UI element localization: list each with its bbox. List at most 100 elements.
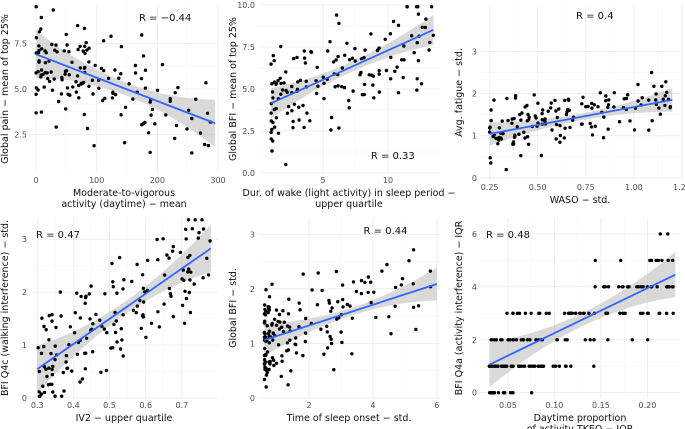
data-point — [188, 310, 193, 315]
data-point — [121, 287, 125, 291]
data-point — [336, 300, 340, 304]
data-point — [550, 128, 554, 132]
data-point — [286, 348, 291, 352]
data-point — [171, 244, 175, 249]
data-point — [294, 342, 298, 347]
x-tick-label: 1.25 — [673, 183, 685, 192]
data-point — [42, 85, 46, 89]
data-point — [606, 103, 611, 107]
data-point — [329, 337, 333, 341]
data-point — [156, 258, 160, 262]
y-tick-label: 0 — [22, 394, 27, 403]
data-point — [377, 68, 381, 73]
data-point — [291, 126, 295, 130]
r-annotation: R = −0.44 — [139, 13, 191, 24]
data-point — [596, 105, 600, 109]
x-tick-label: 0.4 — [67, 401, 80, 410]
data-point — [412, 51, 416, 55]
data-point — [267, 367, 271, 372]
y-tick-label: 1 — [472, 132, 477, 141]
data-point — [428, 40, 432, 45]
data-point — [321, 75, 325, 79]
y-tick-label: 3 — [472, 47, 477, 56]
data-point — [267, 307, 271, 311]
data-point — [489, 118, 493, 123]
data-point — [185, 127, 189, 131]
data-point — [638, 311, 643, 315]
data-point — [83, 51, 87, 56]
data-point — [297, 118, 301, 122]
data-point — [563, 338, 567, 342]
data-point — [522, 364, 527, 368]
data-point — [628, 119, 632, 123]
data-point — [630, 338, 634, 342]
data-point — [660, 258, 664, 263]
data-point — [377, 90, 382, 94]
data-point — [359, 291, 364, 296]
data-point — [331, 60, 336, 64]
data-point — [65, 366, 69, 371]
data-point — [102, 68, 106, 73]
data-point — [111, 280, 115, 284]
data-point — [50, 42, 54, 47]
data-point — [649, 70, 654, 75]
x-tick-label: 2 — [307, 401, 312, 410]
data-point — [554, 109, 558, 113]
data-point — [568, 311, 572, 315]
data-point — [322, 96, 326, 101]
data-point — [351, 280, 356, 284]
data-point — [140, 33, 144, 37]
data-point — [165, 253, 169, 257]
data-point — [340, 340, 344, 345]
data-point — [590, 133, 595, 137]
data-point — [536, 101, 540, 105]
data-point — [391, 19, 396, 24]
data-point — [155, 88, 160, 93]
data-point — [167, 286, 172, 291]
data-point — [103, 292, 107, 296]
data-point — [99, 66, 104, 71]
data-point — [37, 59, 41, 63]
data-point — [401, 75, 405, 80]
data-point — [113, 330, 118, 335]
data-point — [607, 98, 611, 102]
data-point — [544, 311, 548, 315]
data-point — [272, 80, 277, 84]
data-point — [489, 338, 493, 342]
data-point — [208, 239, 212, 243]
data-point — [621, 311, 625, 315]
data-point — [269, 62, 273, 66]
r-annotation: R = 0.33 — [371, 151, 415, 162]
data-point — [618, 311, 622, 315]
data-point — [196, 236, 200, 240]
data-point — [262, 321, 267, 325]
data-point — [309, 50, 314, 54]
data-point — [546, 109, 550, 113]
data-point — [657, 311, 661, 315]
data-point — [420, 25, 424, 29]
y-axis-label: Global BFI − std. — [228, 268, 239, 348]
data-point — [342, 85, 347, 90]
data-point — [497, 126, 502, 130]
data-point — [271, 358, 276, 362]
data-point — [350, 316, 354, 320]
data-point — [53, 357, 57, 362]
data-point — [670, 258, 675, 263]
data-point — [141, 300, 146, 304]
data-point — [511, 338, 516, 342]
data-point — [135, 304, 139, 308]
data-point — [414, 5, 419, 9]
data-point — [200, 218, 204, 222]
data-point — [411, 305, 416, 309]
data-point — [547, 311, 551, 315]
y-axis-label: Avg. fatigue − std. — [454, 48, 465, 137]
data-point — [581, 95, 585, 100]
data-point — [78, 66, 83, 70]
data-point — [168, 97, 172, 101]
data-point — [377, 46, 381, 50]
y-axis-label: Global pain − mean of top 25% — [0, 14, 11, 164]
data-point — [64, 360, 68, 364]
data-point — [574, 311, 578, 315]
data-point — [664, 285, 669, 289]
data-point — [150, 107, 155, 112]
